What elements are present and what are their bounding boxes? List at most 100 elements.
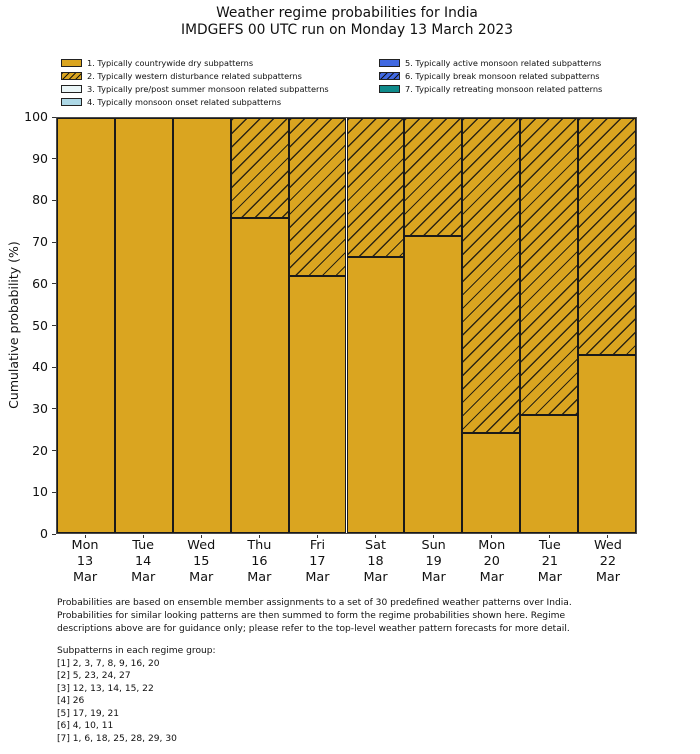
y-tick-label: 100 — [24, 109, 48, 124]
x-tick-label-line: Mar — [131, 570, 156, 585]
legend-swatch-icon — [379, 71, 400, 80]
subpattern-group-line: [6] 4, 10, 11 — [57, 721, 114, 732]
bar-sat-18-mar — [346, 118, 405, 533]
x-tick-label: Tue 21 Mar — [521, 538, 579, 586]
bar-segment-countrywide-dry — [462, 433, 521, 533]
y-tick-label: 0 — [40, 526, 48, 541]
x-tick-label: Sun 19 Mar — [405, 538, 463, 586]
bar-segment-western-disturbance — [404, 118, 463, 237]
legend-column-left: 1. Typically countrywide dry subpatterns… — [61, 56, 329, 108]
bar-wed-15-mar — [172, 118, 231, 533]
y-tick-label: 70 — [32, 234, 48, 250]
bar-wed-22-mar — [578, 118, 636, 533]
bar-segment-countrywide-dry — [578, 354, 636, 533]
x-tick-mark — [142, 535, 144, 538]
y-tick-mark — [52, 158, 56, 160]
x-tick-mark — [258, 535, 260, 538]
legend-column-right: 5. Typically active monsoon related subp… — [379, 56, 602, 95]
x-tick-mark — [607, 535, 609, 538]
legend-swatch-icon — [379, 58, 400, 67]
x-tick-label-line: Mar — [537, 570, 562, 585]
title-line-1: Weather regime probabilities for India — [216, 5, 478, 21]
subpattern-group-line: [3] 12, 13, 14, 15, 22 — [57, 683, 154, 694]
x-tick-label-line: 19 — [425, 554, 442, 569]
x-tick-mark — [375, 535, 377, 538]
x-tick-label-line: Mon — [71, 538, 99, 553]
x-tick-mark — [549, 535, 551, 538]
y-tick-mark — [52, 533, 56, 535]
caption-line: Probabilities are based on ensemble memb… — [57, 598, 572, 608]
y-tick-mark — [52, 116, 56, 118]
bar-segment-countrywide-dry — [172, 118, 231, 533]
bar-segment-western-disturbance — [578, 118, 636, 355]
x-tick-label-line: 20 — [483, 554, 500, 569]
legend-swatch-icon — [61, 97, 82, 106]
legend-item: 3. Typically pre/post summer monsoon rel… — [61, 82, 329, 95]
x-tick-mark — [491, 535, 493, 538]
x-tick-label-line: Mar — [189, 570, 214, 585]
x-tick-label-line: Tue — [132, 538, 155, 553]
x-tick-label-line: 18 — [367, 554, 384, 569]
bar-segment-western-disturbance — [520, 118, 579, 415]
x-tick-label-line: Mar — [479, 570, 504, 585]
x-tick-label-line: Thu — [247, 538, 272, 553]
y-tick-label: 40 — [32, 359, 48, 375]
bar-segment-countrywide-dry — [520, 414, 579, 533]
caption-text: Probabilities are based on ensemble memb… — [57, 597, 572, 636]
x-tick-label-line: 16 — [251, 554, 268, 569]
bar-segment-western-disturbance — [346, 118, 405, 258]
y-tick-label: 90 — [32, 150, 48, 166]
bar-segment-countrywide-dry — [57, 118, 115, 533]
x-tick-label-line: 21 — [541, 554, 558, 569]
legend-item-label: 1. Typically countrywide dry subpatterns — [87, 57, 254, 68]
y-tick-mark — [52, 366, 56, 368]
x-tick-label: Mon 20 Mar — [463, 538, 521, 586]
legend-item-label: 7. Typically retreating monsoon related … — [405, 83, 603, 94]
bar-thu-16-mar — [230, 118, 289, 533]
chart-title: Weather regime probabilities for India I… — [0, 5, 694, 38]
x-tick-label-line: 17 — [309, 554, 326, 569]
bar-sun-19-mar — [404, 118, 463, 533]
y-tick-mark — [52, 450, 56, 452]
x-tick-mark — [200, 535, 202, 538]
legend-swatch-icon — [379, 84, 400, 93]
caption-line: descriptions above are for guidance only… — [57, 623, 570, 634]
bar-segment-countrywide-dry — [346, 257, 405, 533]
legend-item: 2. Typically western disturbance related… — [61, 69, 329, 82]
y-tick-label: 50 — [32, 317, 48, 333]
x-tick-mark — [433, 535, 435, 538]
title-line-2: IMDGEFS 00 UTC run on Monday 13 March 20… — [181, 21, 513, 38]
legend-item-label: 6. Typically break monsoon related subpa… — [405, 70, 600, 81]
x-tick-label-line: Mar — [72, 570, 98, 585]
subpattern-group-line: [4] 26 — [57, 696, 85, 707]
bar-fri-17-mar — [288, 118, 347, 533]
y-tick-mark — [52, 325, 56, 326]
legend-item: 5. Typically active monsoon related subp… — [379, 56, 602, 69]
legend-swatch-icon — [61, 58, 82, 67]
plot-area — [56, 117, 637, 534]
legend-item-label: 4. Typically monsoon onset related subpa… — [87, 96, 282, 107]
x-tick-label-line: 14 — [134, 554, 152, 569]
x-tick-label-line: Wed — [187, 538, 216, 553]
x-tick-label-line: 13 — [76, 554, 94, 569]
y-tick-mark — [52, 241, 56, 243]
y-tick-label: 80 — [32, 192, 48, 208]
x-tick-label-line: Mar — [305, 570, 330, 585]
x-tick-label-line: Wed — [593, 538, 622, 553]
x-tick-label-line: 22 — [599, 554, 617, 569]
y-tick-label: 20 — [32, 442, 48, 458]
x-tick-label-line: Mar — [595, 570, 621, 585]
legend-swatch-icon — [61, 84, 82, 93]
y-tick-label: 60 — [32, 275, 48, 291]
x-tick-label-line: Sun — [421, 538, 446, 553]
bar-segment-countrywide-dry — [404, 236, 463, 533]
y-tick-mark — [52, 491, 56, 493]
x-tick-label: Mon 13 Mar — [56, 538, 114, 586]
caption-line: Probabilities for similar looking patter… — [57, 610, 566, 621]
x-tick-label: Tue 14 Mar — [114, 538, 172, 586]
y-tick-mark — [52, 199, 56, 201]
legend-item-label: 5. Typically active monsoon related subp… — [405, 57, 602, 68]
y-tick-label: 30 — [32, 400, 48, 416]
x-tick-label-line: 15 — [193, 554, 210, 569]
